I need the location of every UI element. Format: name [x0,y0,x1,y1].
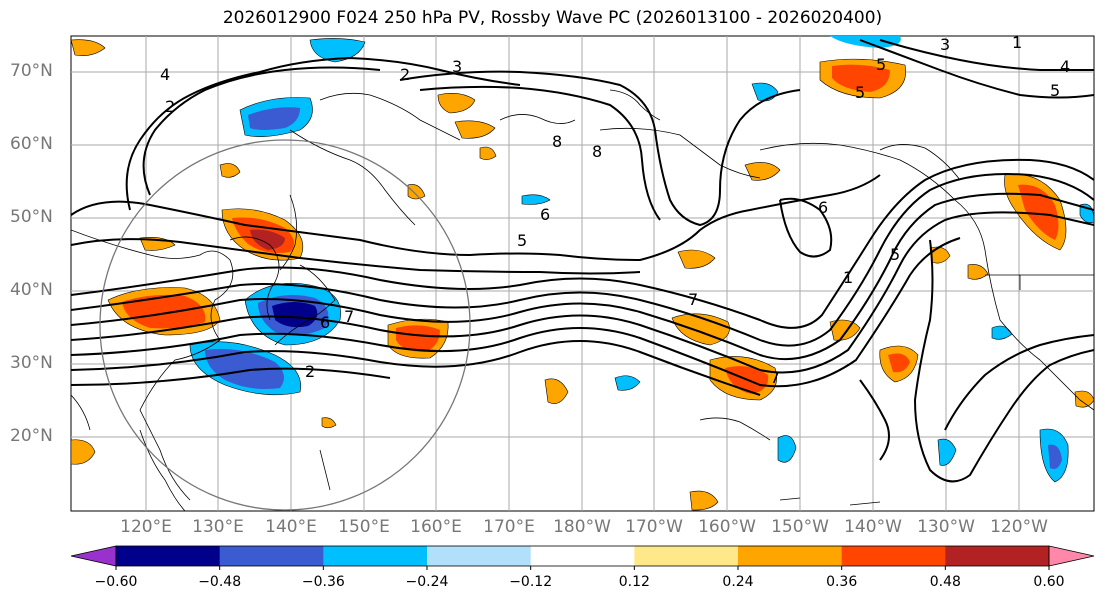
neg-patch-hawaii-ne [614,375,641,391]
contour-label-7b: 7 [688,290,698,309]
contour-label-5a: 5 [517,231,527,250]
map-title: 2026012900 F024 250 hPa PV, Rossby Wave … [222,8,883,28]
colorbar-tick-label: 0.48 [929,574,961,590]
contour-label-5e: 5 [890,245,900,264]
contour-label-8a: 8 [552,132,562,151]
lon-label-140e: 140°E [265,517,317,537]
colorbar-tick-label: −0.48 [198,574,242,590]
contour-label-5b: 5 [876,55,886,74]
colorbar-tick-label: 0.60 [1033,574,1065,590]
lat-label-20n: 20°N [10,426,53,446]
contour-label-1a: 1 [1012,33,1022,52]
lat-label-40n: 40°N [10,280,53,300]
pos-patch-small-9 [967,264,989,280]
contour-label-4a: 4 [160,65,170,84]
pv-contours [71,39,1094,483]
lon-label-170w: 170°W [625,517,683,537]
neg-patch-sub-2 [937,438,957,466]
pos-patch-small-14 [479,146,497,160]
colorbar-tick-label: −0.36 [301,574,345,590]
pos-patch-small-4 [689,490,719,511]
contour-label-6b: 6 [320,313,330,332]
pos-patch-small-12 [407,184,426,200]
lon-label-130w: 130°W [917,517,975,537]
neg-patch-sub-1 [777,435,797,463]
lon-label-160w: 160°W [698,517,756,537]
contour-label-5c: 5 [855,83,865,102]
contour-label-1b: 1 [843,268,853,287]
neg-patch-kamchatka-core [248,107,300,130]
lat-label-30n: 30°N [10,353,53,373]
contour-label-2c: 2 [305,362,315,381]
neg-patch-bering [521,194,551,205]
pos-patch-west-coast-core [1018,184,1059,240]
neg-patch-south-japan-core [205,348,284,389]
contour-label-3b: 3 [940,35,950,54]
neg-patch-japan-inner [272,302,318,328]
contour-label-5d: 5 [1050,81,1060,100]
contour-label-4b: 4 [1060,57,1070,76]
contour-label-7a: 7 [344,307,354,326]
reference-circle [99,139,471,511]
contour-label-8b: 8 [592,142,602,161]
contour-labels: 2 4 2 3 8 8 6 5 6 7 2 7 7 5 5 3 1 5 6 1 … [160,33,1070,387]
lon-label-150w: 150°W [771,517,829,537]
neg-patch-mexico-core [1048,444,1062,469]
contour-label-6a: 6 [540,205,550,224]
neg-patch-arctic-1 [309,38,366,63]
lon-label-120w: 120°W [990,517,1048,537]
pos-patch-small-3 [544,378,569,404]
contour-label-7c: 7 [770,368,780,387]
pos-patch-small-5 [71,439,96,465]
pos-patch-small-11 [71,39,106,56]
lon-label-140w: 140°W [844,517,902,537]
lat-label-60n: 60°N [10,134,53,154]
colorbar-tick-label: 0.36 [826,574,858,590]
contour-label-2a: 2 [165,97,175,116]
pos-patch-nw-pacific-core [396,325,440,352]
contour-label-2b: 2 [400,65,410,84]
pos-patch-small-13 [321,417,337,429]
colorbar-tick-label: −0.24 [405,574,449,590]
pos-patch-subtropic-e-core [888,353,910,373]
pos-patch-small-6 [219,163,241,178]
pos-patch-ne-asia [454,120,496,139]
pos-patch-small-1 [677,249,716,269]
lon-label-120e: 120°E [120,517,172,537]
lon-label-180w: 180°W [553,517,611,537]
colorbar-tick-label: 0.12 [618,574,650,590]
colorbar-tick-label: −0.12 [509,574,553,590]
lon-label-150e: 150°E [338,517,390,537]
colorbar-tick-label: 0.24 [722,574,754,590]
contour-label-3a: 3 [452,57,462,76]
pos-patch-arctic-east-core [832,64,890,92]
lat-label-50n: 50°N [10,207,53,227]
lon-label-170e: 170°E [483,517,535,537]
lon-label-160e: 160°E [410,517,462,537]
pos-patch-small-10 [1074,390,1094,408]
pos-patch-kamchatka-s [437,93,476,114]
pos-patch-china-core [122,294,206,329]
lat-label-70n: 70°N [10,61,53,81]
contour-label-6c: 6 [818,198,828,217]
pos-patch-gulf [744,162,781,181]
lon-label-130e: 130°E [192,517,244,537]
colorbar-tick-label: −0.60 [94,574,138,590]
pos-patch-manchuria-inner [250,229,285,250]
